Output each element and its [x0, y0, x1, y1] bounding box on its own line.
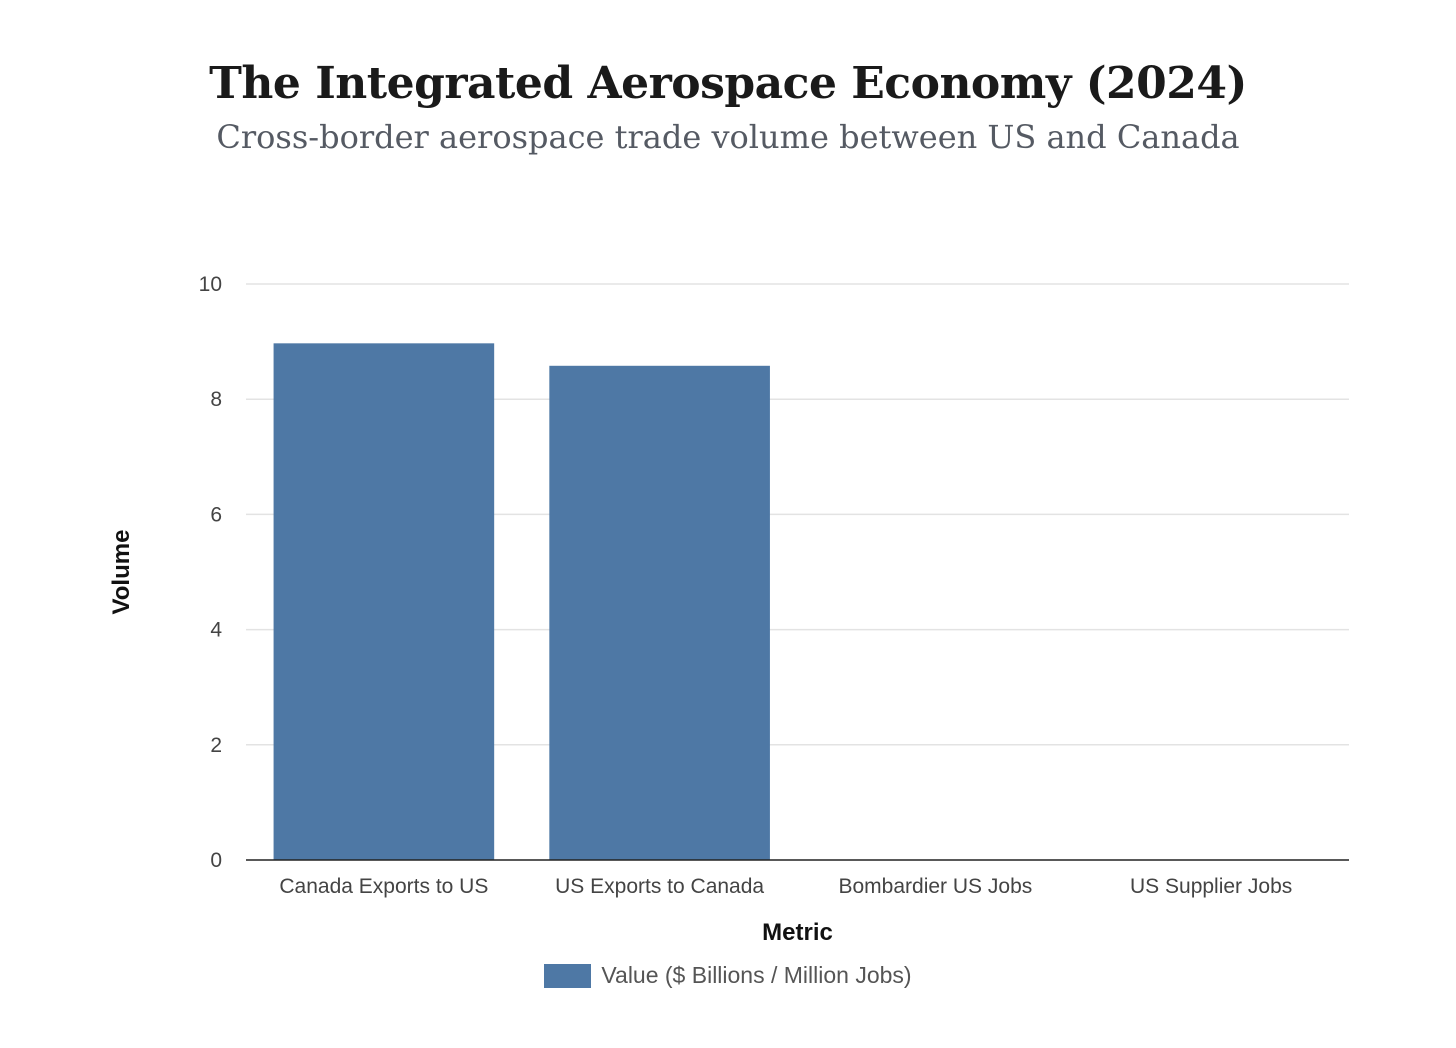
y-tick-label: 10 — [199, 273, 222, 296]
y-axis-ticks: 0 2 4 6 8 10 — [199, 273, 223, 872]
y-tick-label: 2 — [210, 734, 222, 757]
y-tick-label: 4 — [210, 619, 222, 642]
bar — [273, 343, 495, 860]
x-axis-ticks: Canada Exports to US US Exports to Canada… — [279, 875, 1292, 898]
y-tick-label: 6 — [210, 503, 222, 526]
legend: Value ($ Billions / Million Jobs) — [0, 962, 1456, 989]
x-axis-title: Metric — [762, 919, 833, 946]
bars — [273, 343, 770, 860]
legend-swatch — [544, 963, 592, 988]
chart-subtitle: Cross-border aerospace trade volume betw… — [216, 118, 1240, 156]
x-tick-label: US Exports to Canada — [555, 875, 764, 898]
x-tick-label: Canada Exports to US — [279, 875, 488, 898]
x-tick-label: US Supplier Jobs — [1130, 875, 1292, 898]
y-tick-label: 8 — [210, 388, 222, 411]
y-axis-title: Volume — [108, 530, 135, 615]
legend-label: Value ($ Billions / Million Jobs) — [601, 962, 912, 988]
x-tick-label: Bombardier US Jobs — [839, 875, 1033, 898]
bar — [549, 365, 770, 860]
y-tick-label: 0 — [210, 849, 222, 872]
chart-title: The Integrated Aerospace Economy (2024) — [209, 58, 1247, 109]
